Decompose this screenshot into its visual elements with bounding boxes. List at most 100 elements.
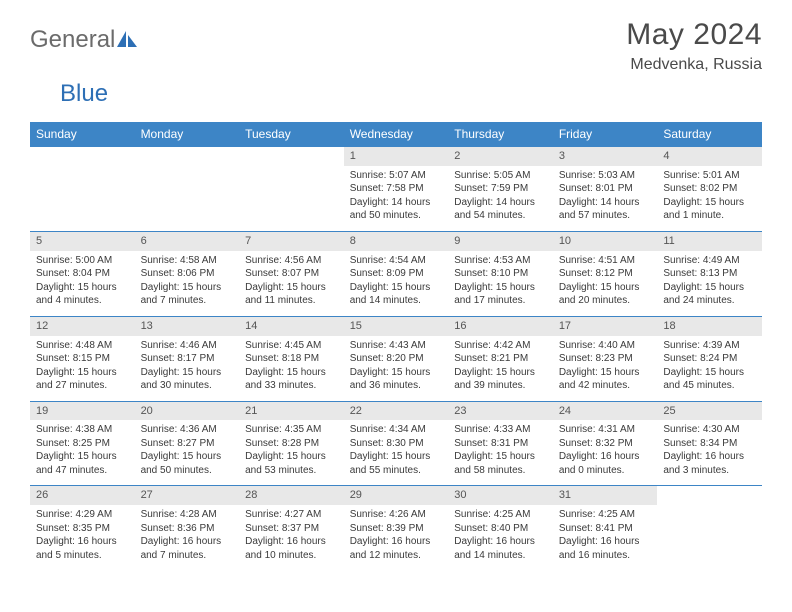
sunrise-text: Sunrise: 4:38 AM — [36, 423, 129, 437]
weekday-tue: Tuesday — [239, 122, 344, 147]
sunset-text: Sunset: 8:36 PM — [141, 522, 234, 536]
daylight-text: Daylight: 15 hours and 47 minutes. — [36, 450, 129, 477]
sunrise-text: Sunrise: 4:48 AM — [36, 339, 129, 353]
sunset-text: Sunset: 8:06 PM — [141, 267, 234, 281]
sunset-text: Sunset: 7:58 PM — [350, 182, 443, 196]
day-number: 19 — [30, 402, 135, 421]
logo-sail-icon — [117, 31, 139, 49]
sunset-text: Sunset: 8:24 PM — [663, 352, 756, 366]
calendar-cell: 8Sunrise: 4:54 AMSunset: 8:09 PMDaylight… — [344, 231, 449, 316]
page-title: May 2024 — [626, 18, 762, 52]
day-number: 3 — [553, 147, 658, 166]
calendar-cell: 10Sunrise: 4:51 AMSunset: 8:12 PMDayligh… — [553, 231, 658, 316]
calendar-cell: 23Sunrise: 4:33 AMSunset: 8:31 PMDayligh… — [448, 401, 553, 486]
daylight-text: Daylight: 15 hours and 33 minutes. — [245, 366, 338, 393]
logo-text-blue: Blue — [60, 80, 108, 108]
daylight-text: Daylight: 16 hours and 7 minutes. — [141, 535, 234, 562]
day-number: 7 — [239, 232, 344, 251]
sunset-text: Sunset: 8:01 PM — [559, 182, 652, 196]
sunset-text: Sunset: 8:07 PM — [245, 267, 338, 281]
weekday-header-row: Sunday Monday Tuesday Wednesday Thursday… — [30, 122, 762, 147]
calendar-cell: 20Sunrise: 4:36 AMSunset: 8:27 PMDayligh… — [135, 401, 240, 486]
sunrise-text: Sunrise: 4:27 AM — [245, 508, 338, 522]
calendar-cell: 24Sunrise: 4:31 AMSunset: 8:32 PMDayligh… — [553, 401, 658, 486]
calendar-cell: 4Sunrise: 5:01 AMSunset: 8:02 PMDaylight… — [657, 147, 762, 232]
day-number: 17 — [553, 317, 658, 336]
weekday-mon: Monday — [135, 122, 240, 147]
sunrise-text: Sunrise: 5:01 AM — [663, 169, 756, 183]
day-number: 4 — [657, 147, 762, 166]
day-number: 13 — [135, 317, 240, 336]
daylight-text: Daylight: 16 hours and 14 minutes. — [454, 535, 547, 562]
daylight-text: Daylight: 15 hours and 27 minutes. — [36, 366, 129, 393]
sunset-text: Sunset: 8:13 PM — [663, 267, 756, 281]
daylight-text: Daylight: 15 hours and 24 minutes. — [663, 281, 756, 308]
calendar-cell: 1Sunrise: 5:07 AMSunset: 7:58 PMDaylight… — [344, 147, 449, 232]
day-number: 20 — [135, 402, 240, 421]
sunset-text: Sunset: 8:30 PM — [350, 437, 443, 451]
sunset-text: Sunset: 8:34 PM — [663, 437, 756, 451]
logo-text-general: General — [30, 26, 115, 54]
sunrise-text: Sunrise: 4:58 AM — [141, 254, 234, 268]
day-number: 30 — [448, 486, 553, 505]
calendar-cell: 12Sunrise: 4:48 AMSunset: 8:15 PMDayligh… — [30, 316, 135, 401]
day-number: 22 — [344, 402, 449, 421]
day-number: 25 — [657, 402, 762, 421]
sunset-text: Sunset: 8:32 PM — [559, 437, 652, 451]
calendar-cell: 14Sunrise: 4:45 AMSunset: 8:18 PMDayligh… — [239, 316, 344, 401]
day-number: 31 — [553, 486, 658, 505]
day-number: 16 — [448, 317, 553, 336]
calendar-cell — [657, 486, 762, 570]
daylight-text: Daylight: 15 hours and 42 minutes. — [559, 366, 652, 393]
daylight-text: Daylight: 15 hours and 4 minutes. — [36, 281, 129, 308]
title-block: May 2024 Medvenka, Russia — [626, 18, 762, 74]
calendar-cell: 19Sunrise: 4:38 AMSunset: 8:25 PMDayligh… — [30, 401, 135, 486]
sunset-text: Sunset: 8:09 PM — [350, 267, 443, 281]
day-number: 2 — [448, 147, 553, 166]
calendar-cell: 27Sunrise: 4:28 AMSunset: 8:36 PMDayligh… — [135, 486, 240, 570]
header: General Blue May 2024 Medvenka, Russia — [30, 18, 762, 108]
daylight-text: Daylight: 16 hours and 10 minutes. — [245, 535, 338, 562]
calendar-cell: 18Sunrise: 4:39 AMSunset: 8:24 PMDayligh… — [657, 316, 762, 401]
daylight-text: Daylight: 15 hours and 20 minutes. — [559, 281, 652, 308]
daylight-text: Daylight: 15 hours and 55 minutes. — [350, 450, 443, 477]
calendar-cell: 15Sunrise: 4:43 AMSunset: 8:20 PMDayligh… — [344, 316, 449, 401]
daylight-text: Daylight: 15 hours and 14 minutes. — [350, 281, 443, 308]
sunrise-text: Sunrise: 4:53 AM — [454, 254, 547, 268]
day-number: 18 — [657, 317, 762, 336]
calendar-cell: 16Sunrise: 4:42 AMSunset: 8:21 PMDayligh… — [448, 316, 553, 401]
sunrise-text: Sunrise: 5:03 AM — [559, 169, 652, 183]
sunrise-text: Sunrise: 5:00 AM — [36, 254, 129, 268]
calendar-cell: 11Sunrise: 4:49 AMSunset: 8:13 PMDayligh… — [657, 231, 762, 316]
day-number: 6 — [135, 232, 240, 251]
daylight-text: Daylight: 14 hours and 57 minutes. — [559, 196, 652, 223]
sunset-text: Sunset: 8:20 PM — [350, 352, 443, 366]
sunrise-text: Sunrise: 4:29 AM — [36, 508, 129, 522]
daylight-text: Daylight: 15 hours and 36 minutes. — [350, 366, 443, 393]
daylight-text: Daylight: 15 hours and 50 minutes. — [141, 450, 234, 477]
calendar-cell — [30, 147, 135, 232]
sunrise-text: Sunrise: 4:42 AM — [454, 339, 547, 353]
sunset-text: Sunset: 8:23 PM — [559, 352, 652, 366]
weekday-wed: Wednesday — [344, 122, 449, 147]
sunset-text: Sunset: 8:15 PM — [36, 352, 129, 366]
calendar-cell: 7Sunrise: 4:56 AMSunset: 8:07 PMDaylight… — [239, 231, 344, 316]
sunset-text: Sunset: 7:59 PM — [454, 182, 547, 196]
day-number: 10 — [553, 232, 658, 251]
daylight-text: Daylight: 16 hours and 12 minutes. — [350, 535, 443, 562]
sunset-text: Sunset: 8:27 PM — [141, 437, 234, 451]
sunrise-text: Sunrise: 4:26 AM — [350, 508, 443, 522]
sunrise-text: Sunrise: 4:30 AM — [663, 423, 756, 437]
sunrise-text: Sunrise: 4:49 AM — [663, 254, 756, 268]
day-number: 5 — [30, 232, 135, 251]
sunset-text: Sunset: 8:18 PM — [245, 352, 338, 366]
calendar-cell — [239, 147, 344, 232]
day-number: 14 — [239, 317, 344, 336]
daylight-text: Daylight: 16 hours and 3 minutes. — [663, 450, 756, 477]
day-number: 9 — [448, 232, 553, 251]
sunrise-text: Sunrise: 4:54 AM — [350, 254, 443, 268]
daylight-text: Daylight: 15 hours and 7 minutes. — [141, 281, 234, 308]
calendar-page: General Blue May 2024 Medvenka, Russia S… — [0, 0, 792, 580]
calendar-cell: 21Sunrise: 4:35 AMSunset: 8:28 PMDayligh… — [239, 401, 344, 486]
sunrise-text: Sunrise: 4:34 AM — [350, 423, 443, 437]
